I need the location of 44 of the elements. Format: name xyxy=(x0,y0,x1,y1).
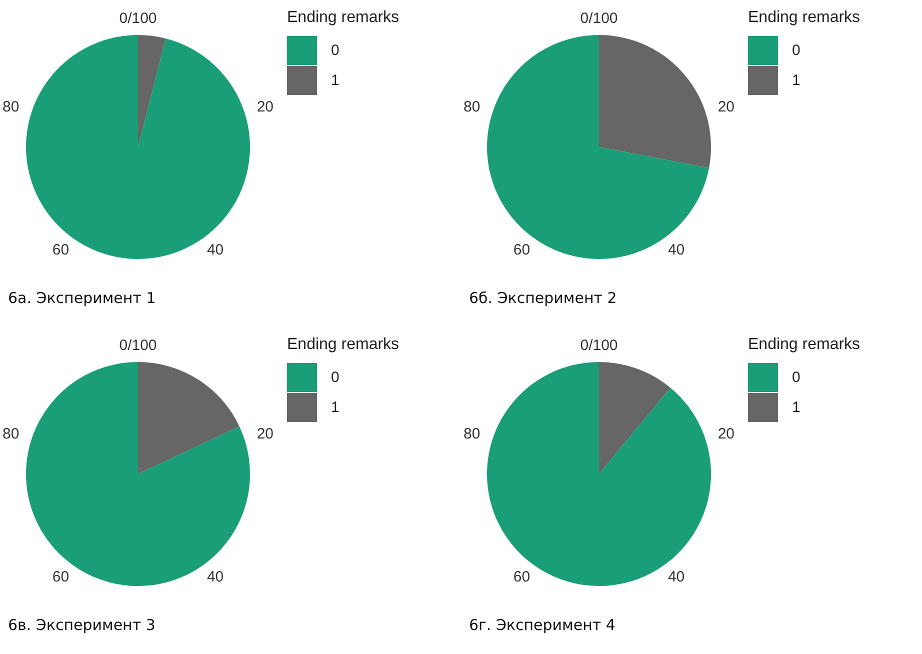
text: 20 xyxy=(718,425,735,442)
pie-slice xyxy=(26,35,250,259)
legend-label: 0 xyxy=(792,368,800,386)
text: 80 xyxy=(2,98,20,116)
text: 6г. Эксперимент 4 xyxy=(469,616,616,634)
text: 0/100 xyxy=(580,336,618,354)
pie-slice xyxy=(26,362,250,586)
text: 0/100 xyxy=(119,10,157,27)
text: 40 xyxy=(668,242,685,259)
legend-label: 1 xyxy=(331,398,340,416)
pie-slice xyxy=(487,362,711,586)
legend-label: 0 xyxy=(792,42,800,59)
text: 80 xyxy=(463,425,480,442)
pie-slice xyxy=(599,35,711,168)
text: 40 xyxy=(668,568,685,586)
text: 20 xyxy=(256,425,274,442)
pie-slice xyxy=(138,35,166,147)
text: 60 xyxy=(513,242,530,259)
text: 80 xyxy=(463,98,480,116)
text: 20 xyxy=(718,98,735,116)
text: 0/100 xyxy=(580,10,618,27)
text: 60 xyxy=(52,568,70,586)
text: 60 xyxy=(52,242,70,259)
pie-slice xyxy=(599,362,670,474)
legend-label: 0 xyxy=(331,42,340,59)
text: 0/100 xyxy=(119,336,157,354)
pie-slice xyxy=(138,362,240,474)
text: 6в. Эксперимент 3 xyxy=(8,616,156,634)
text: 60 xyxy=(513,568,530,586)
legend-title: Ending remarks xyxy=(748,336,860,353)
text: 20 xyxy=(256,98,274,116)
legend-label: 1 xyxy=(331,72,340,89)
text: 40 xyxy=(206,568,224,586)
legend-title: Ending remarks xyxy=(748,9,860,26)
legend-label: 1 xyxy=(792,398,800,416)
text: 40 xyxy=(206,242,224,259)
text: 80 xyxy=(2,425,20,442)
legend-title: Ending remarks xyxy=(287,336,400,353)
text: 6а. Эксперимент 1 xyxy=(8,289,156,307)
legend-label: 1 xyxy=(792,72,800,89)
legend-label: 0 xyxy=(331,368,340,386)
text: 6б. Эксперимент 2 xyxy=(469,289,617,307)
pie-slice xyxy=(487,35,710,259)
legend-title: Ending remarks xyxy=(287,9,400,26)
